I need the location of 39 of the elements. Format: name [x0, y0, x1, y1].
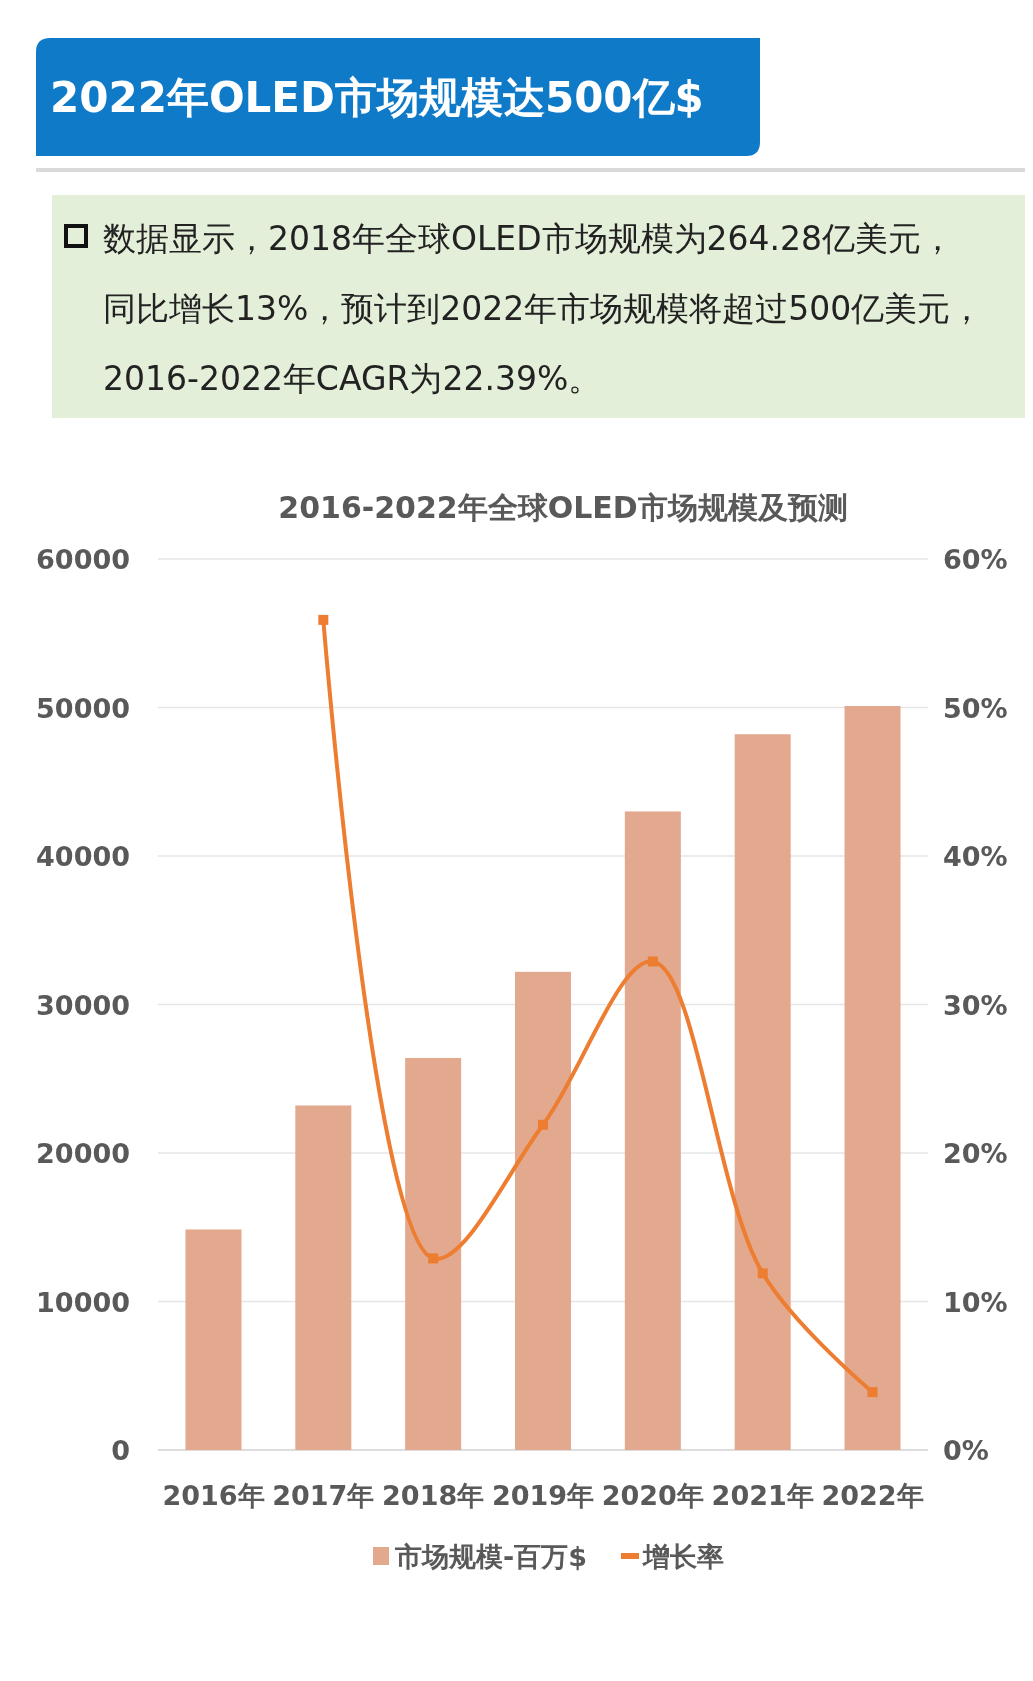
legend-label: 市场规模-百万$	[394, 1541, 587, 1572]
bar	[185, 1229, 242, 1450]
x-tick-label: 2018年	[382, 1480, 485, 1511]
y2-tick-label: 60%	[943, 544, 1008, 575]
bar	[405, 1057, 462, 1450]
bar	[844, 706, 901, 1450]
text: 数据显示，2018年全球OLED市场规模为264.28亿美元，同比增长13%，预计到2022年市场规模将超过500亿美元，2016-2022年CAGR为22.39%。	[103, 219, 984, 398]
point	[428, 1253, 439, 1264]
bar	[624, 811, 681, 1450]
bar	[734, 734, 791, 1450]
point	[867, 1387, 878, 1398]
y2-tick-label: 50%	[943, 692, 1008, 724]
x-tick-label: 2022年	[821, 1480, 924, 1511]
y2-tick-label: 0%	[943, 1435, 989, 1466]
point	[647, 956, 658, 967]
y-tick-label: 60000	[36, 544, 130, 575]
point	[318, 614, 329, 625]
y2-tick-label: 10%	[943, 1286, 1008, 1318]
x-tick-label: 2017年	[272, 1480, 375, 1511]
y2-tick-label: 30%	[943, 989, 1008, 1021]
x-tick-label: 2021年	[711, 1480, 814, 1511]
bar	[295, 1105, 352, 1450]
chart-title: 2022年OLED市场规模达500亿$	[50, 73, 704, 122]
y-tick-label: 50000	[36, 692, 130, 724]
y2-tick-label: 20%	[943, 1138, 1008, 1169]
point	[538, 1119, 548, 1130]
point	[757, 1268, 768, 1279]
y-tick-label: 30000	[36, 989, 130, 1021]
x-tick-label: 2020年	[601, 1480, 704, 1511]
y-tick-label: 0	[111, 1435, 130, 1466]
bar	[514, 971, 572, 1450]
chart-subtitle: 2016-2022年全球OLED市场规模及预测	[278, 490, 848, 525]
legend-label: 增长率	[642, 1541, 724, 1572]
y2-tick-label: 40%	[943, 841, 1008, 872]
y-tick-label: 10000	[36, 1286, 130, 1318]
y-tick-label: 40000	[36, 841, 130, 872]
y-tick-label: 20000	[36, 1138, 130, 1169]
x-tick-label: 2016年	[162, 1480, 265, 1511]
x-tick-label: 2019年	[491, 1480, 595, 1511]
